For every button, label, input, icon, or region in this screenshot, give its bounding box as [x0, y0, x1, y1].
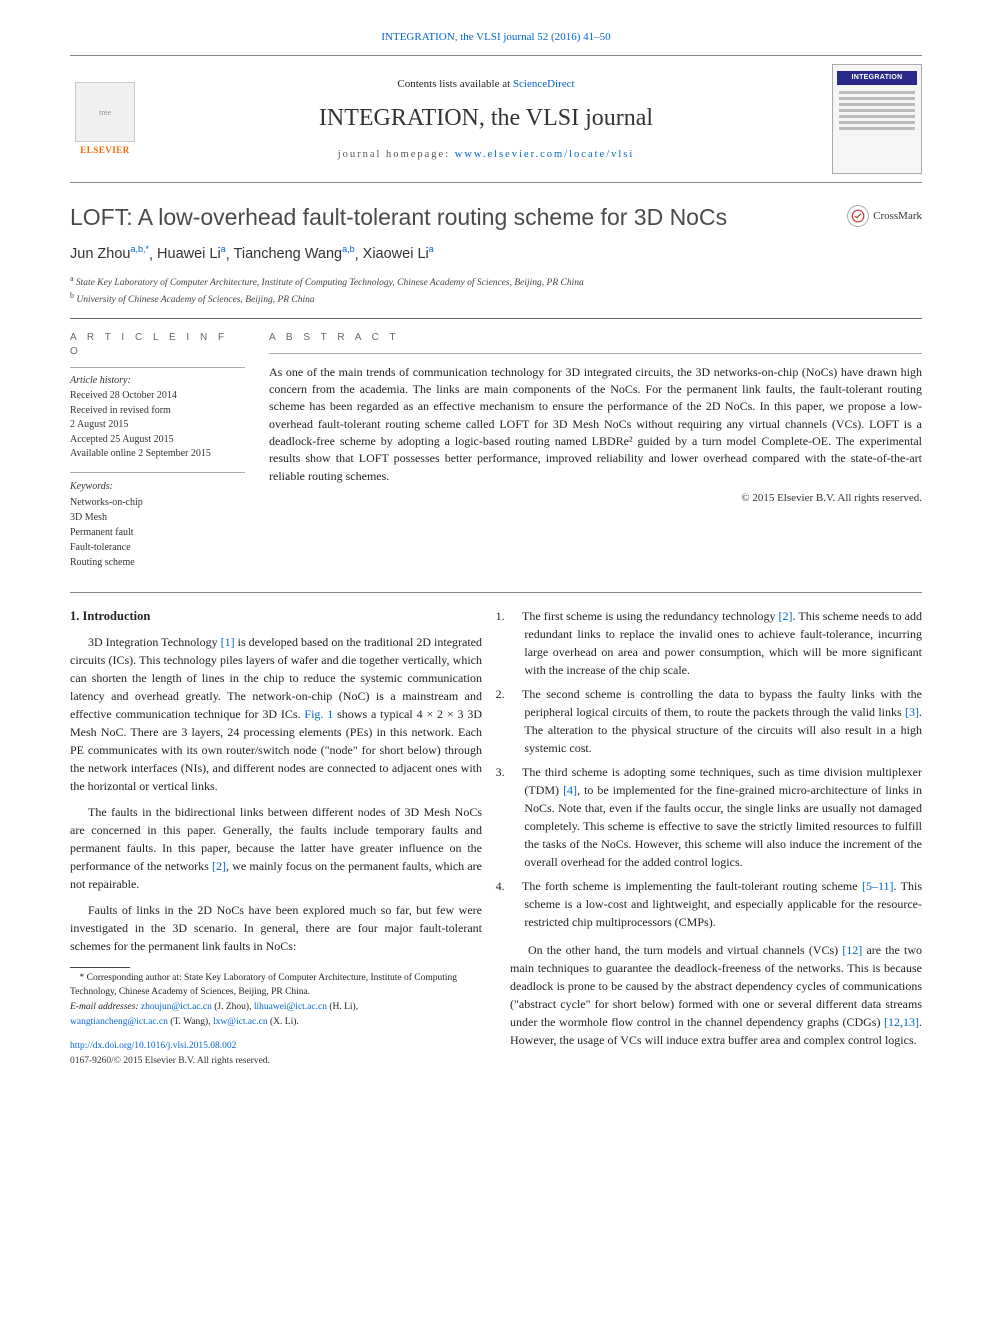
author-list: Jun Zhoua,b,*, Huawei Lia, Tiancheng Wan…	[70, 244, 922, 265]
body-two-column: 1. Introduction 3D Integration Technolog…	[70, 607, 922, 1068]
keyword: Networks-on-chip	[70, 495, 245, 510]
paragraph: On the other hand, the turn models and v…	[510, 941, 922, 1049]
homepage-link[interactable]: www.elsevier.com/locate/vlsi	[455, 149, 635, 160]
keywords-label: Keywords:	[70, 479, 245, 494]
keyword: 3D Mesh	[70, 510, 245, 525]
history-line: Received in revised form	[70, 404, 245, 419]
sciencedirect-link[interactable]: ScienceDirect	[513, 78, 575, 90]
journal-name: INTEGRATION, the VLSI journal	[155, 102, 817, 136]
cite-link[interactable]: [5–11]	[862, 879, 894, 893]
cover-lines	[833, 85, 921, 139]
keyword: Fault-tolerance	[70, 540, 245, 555]
running-head-link[interactable]: INTEGRATION, the VLSI journal 52 (2016) …	[381, 31, 610, 43]
journal-header-center: Contents lists available at ScienceDirec…	[140, 77, 832, 163]
cite-link[interactable]: [2]	[212, 859, 226, 873]
paragraph: 3D Integration Technology [1] is develop…	[70, 633, 482, 795]
info-abstract-row: A R T I C L E I N F O Article history: R…	[70, 318, 922, 570]
cite-link[interactable]: [1]	[221, 635, 235, 649]
issn-line: 0167-9260/© 2015 Elsevier B.V. All right…	[70, 1054, 482, 1068]
footnote-rule	[70, 967, 130, 968]
email-line: E-mail addresses: zhoujun@ict.ac.cn (J. …	[70, 1001, 482, 1014]
paragraph: The faults in the bidirectional links be…	[70, 803, 482, 893]
abstract-header: A B S T R A C T	[269, 331, 922, 345]
elsevier-tree-icon: tree	[75, 82, 135, 142]
author: Huawei Lia	[157, 246, 226, 262]
list-item: 2.The second scheme is controlling the d…	[524, 685, 922, 757]
cover-band: INTEGRATION	[837, 71, 917, 85]
author: Xiaowei Lia	[363, 246, 434, 262]
publisher-logo: tree ELSEVIER	[70, 82, 140, 157]
corresponding-author: * Corresponding author at: State Key Lab…	[70, 972, 482, 999]
cite-link[interactable]: [3]	[905, 705, 919, 719]
affiliation: a State Key Laboratory of Computer Archi…	[70, 273, 922, 290]
author: Tiancheng Wanga,b	[234, 246, 355, 262]
crossmark-icon	[847, 205, 869, 227]
article-info-header: A R T I C L E I N F O	[70, 331, 245, 359]
section-heading: 1. Introduction	[70, 607, 482, 626]
list-item: 3.The third scheme is adopting some tech…	[524, 763, 922, 871]
article-info-col: A R T I C L E I N F O Article history: R…	[70, 331, 245, 570]
article-history: Article history: Received 28 October 201…	[70, 367, 245, 462]
abstract-text: As one of the main trends of communicati…	[269, 353, 922, 486]
keyword: Routing scheme	[70, 555, 245, 570]
contents-list-line: Contents lists available at ScienceDirec…	[155, 77, 817, 92]
email-link[interactable]: zhoujun@ict.ac.cn	[141, 1002, 212, 1012]
keywords: Keywords: Networks-on-chip 3D Mesh Perma…	[70, 472, 245, 570]
running-head: INTEGRATION, the VLSI journal 52 (2016) …	[70, 30, 922, 45]
elsevier-wordmark: ELSEVIER	[70, 144, 140, 157]
history-label: Article history:	[70, 374, 245, 389]
doi-block: http://dx.doi.org/10.1016/j.vlsi.2015.08…	[70, 1039, 482, 1068]
cite-link[interactable]: [4]	[563, 783, 577, 797]
list-item: 1.The first scheme is using the redundan…	[524, 607, 922, 679]
footnotes: * Corresponding author at: State Key Lab…	[70, 972, 482, 1029]
journal-cover-thumbnail: INTEGRATION	[832, 64, 922, 174]
journal-header: tree ELSEVIER Contents lists available a…	[70, 55, 922, 183]
keyword: Permanent fault	[70, 525, 245, 540]
history-line: 2 August 2015	[70, 418, 245, 433]
email-link[interactable]: lxw@ict.ac.cn	[213, 1017, 268, 1027]
article-title: LOFT: A low-overhead fault-tolerant rout…	[70, 201, 922, 233]
history-line: Received 28 October 2014	[70, 389, 245, 404]
journal-homepage-line: journal homepage: www.elsevier.com/locat…	[155, 148, 817, 163]
cite-link[interactable]: [12,13]	[884, 1015, 919, 1029]
figure-link[interactable]: Fig. 1	[304, 707, 333, 721]
list-item: 4.The forth scheme is implementing the f…	[524, 877, 922, 931]
cite-link[interactable]: [2]	[779, 609, 793, 623]
section-rule	[70, 592, 922, 593]
crossmark-badge[interactable]: CrossMark	[847, 205, 922, 227]
history-line: Available online 2 September 2015	[70, 447, 245, 462]
contents-prefix: Contents lists available at	[397, 78, 512, 90]
doi-link[interactable]: http://dx.doi.org/10.1016/j.vlsi.2015.08…	[70, 1041, 236, 1051]
email-link[interactable]: lihuawei@ict.ac.cn	[254, 1002, 327, 1012]
history-line: Accepted 25 August 2015	[70, 433, 245, 448]
paragraph: Faults of links in the 2D NoCs have been…	[70, 901, 482, 955]
scheme-list: 1.The first scheme is using the redundan…	[510, 607, 922, 931]
email-link[interactable]: wangtiancheng@ict.ac.cn	[70, 1017, 168, 1027]
abstract-col: A B S T R A C T As one of the main trend…	[269, 331, 922, 570]
affiliations: a State Key Laboratory of Computer Archi…	[70, 273, 922, 308]
abstract-copyright: © 2015 Elsevier B.V. All rights reserved…	[269, 491, 922, 506]
crossmark-label: CrossMark	[873, 209, 922, 224]
article-header: CrossMark LOFT: A low-overhead fault-tol…	[70, 201, 922, 307]
affiliation: b University of Chinese Academy of Scien…	[70, 290, 922, 307]
homepage-label: journal homepage:	[338, 149, 455, 160]
email-line: wangtiancheng@ict.ac.cn (T. Wang), lxw@i…	[70, 1016, 482, 1029]
author: Jun Zhoua,b,*	[70, 246, 149, 262]
cite-link[interactable]: [12]	[842, 943, 862, 957]
